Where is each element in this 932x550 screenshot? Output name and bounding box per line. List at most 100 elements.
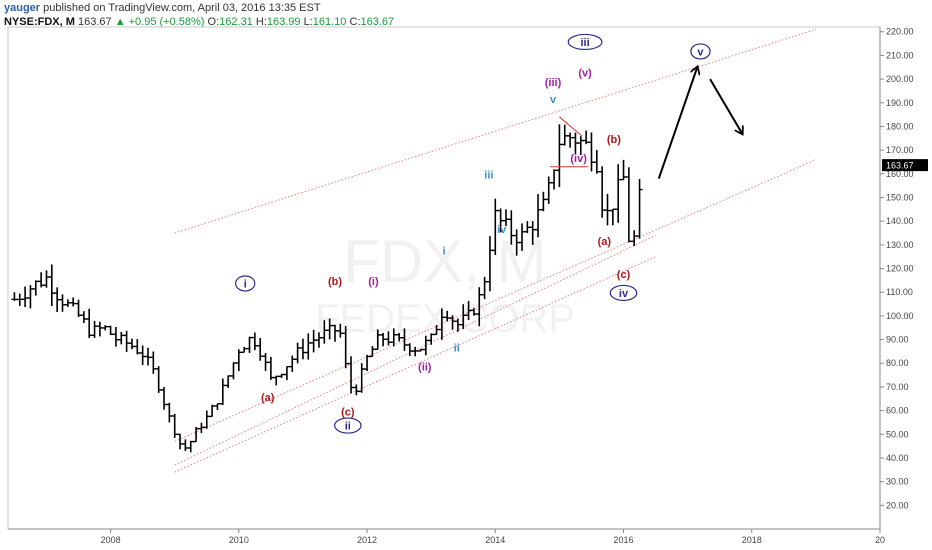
projection-arrow-1 xyxy=(657,67,697,179)
x-tick-label: 2016 xyxy=(614,535,634,545)
ohlc-bar xyxy=(123,330,130,352)
ohlc-bar xyxy=(417,348,424,352)
y-tick-label: 60.00 xyxy=(886,406,909,416)
ohlc-bar xyxy=(599,166,606,218)
wave-text: iv xyxy=(497,224,507,236)
ohlc-bar xyxy=(299,338,306,360)
ohlc-bar xyxy=(187,440,194,453)
ohlc-bar xyxy=(219,378,226,405)
x-tick-label: 2012 xyxy=(357,535,377,545)
header-line-2: NYSE:FDX, M 163.67 ▲ +0.95 (+0.58%) O:16… xyxy=(4,15,394,29)
wave-label: (c) xyxy=(341,406,355,418)
close-label: C: xyxy=(349,16,361,28)
wave-text: (i) xyxy=(368,276,379,288)
wave-text: (a) xyxy=(261,392,275,404)
ohlc-bar xyxy=(561,124,568,146)
ohlc-bar xyxy=(567,132,574,148)
ohlc-bar xyxy=(22,286,29,308)
ohlc-bar xyxy=(583,130,590,145)
ohlc-bar xyxy=(203,410,210,429)
ohlc-bar xyxy=(241,346,248,354)
ohlc-bar xyxy=(251,332,258,351)
close-value: 163.67 xyxy=(360,16,395,28)
low-value: 161.10 xyxy=(312,16,347,28)
ohlc-bar xyxy=(412,346,419,357)
ohlc-bar xyxy=(128,338,135,350)
ohlc-bar xyxy=(305,333,312,360)
watermark-company: FEDEX CORP xyxy=(315,297,575,341)
ohlc-bar xyxy=(198,422,205,434)
y-tick-label: 190.00 xyxy=(886,98,914,108)
channel-line-upper xyxy=(174,28,817,234)
y-tick-label: 70.00 xyxy=(886,382,909,392)
ohlc-bar xyxy=(32,280,39,296)
x-tick-label: 20 xyxy=(875,535,885,545)
wave-label: i xyxy=(442,245,445,257)
x-tick-label: 2010 xyxy=(229,535,249,545)
x-axis[interactable]: 2008 2010 2012 2014 2016 2018 20 xyxy=(8,528,885,545)
ohlc-bar xyxy=(112,327,119,347)
wave-label: (a) xyxy=(598,236,612,248)
ohlc-bar xyxy=(246,336,253,353)
high-value: 163.99 xyxy=(266,16,301,28)
support-line xyxy=(549,116,589,168)
ohlc-bar xyxy=(70,297,77,307)
ohlc-bar xyxy=(257,338,264,361)
ohlc-bar xyxy=(155,366,162,393)
wave-label: (iv) xyxy=(570,153,587,165)
ohlc-bar xyxy=(139,345,146,366)
ohlc-bar xyxy=(551,169,558,190)
ohlc-bar xyxy=(80,311,87,324)
price-tag-box xyxy=(882,159,928,172)
ohlc-bar xyxy=(134,338,141,355)
wave-text: (c) xyxy=(341,406,355,418)
y-tick-label: 210.00 xyxy=(886,50,914,60)
wave-label: iv xyxy=(609,284,638,302)
wave-text: (c) xyxy=(617,269,631,281)
wave-text: v xyxy=(697,46,704,58)
wave-label: i xyxy=(235,275,256,292)
y-tick-label: 170.00 xyxy=(886,145,914,155)
ohlc-bar xyxy=(572,132,579,154)
x-tick-label: 2014 xyxy=(485,535,505,545)
wave-text: i xyxy=(244,278,247,290)
last-price-tag: 163.67 xyxy=(882,159,928,172)
ohlc-bar xyxy=(102,325,109,331)
ohlc-bar xyxy=(177,433,184,450)
ohlc-bar xyxy=(96,321,103,337)
watermark: FDX, M FEDEX CORP xyxy=(315,228,575,341)
x-tick-label: 2008 xyxy=(101,535,121,545)
y-tick-label: 80.00 xyxy=(886,358,909,368)
y-tick-label: 100.00 xyxy=(886,311,914,321)
ohlc-bar xyxy=(54,287,61,313)
y-tick-label: 90.00 xyxy=(886,335,909,345)
wave-label: (c) xyxy=(617,269,631,281)
wave-text: (ii) xyxy=(418,361,432,373)
ohlc-bar xyxy=(588,132,595,172)
y-tick-label: 110.00 xyxy=(886,287,913,297)
ohlc-bar xyxy=(182,439,189,452)
wave-circle xyxy=(690,43,711,60)
last-price: 163.67 xyxy=(77,16,112,28)
ohlc-bar xyxy=(225,375,232,388)
ohlc-bar xyxy=(161,386,168,410)
price-change: ▲ +0.95 (+0.58%) xyxy=(114,16,205,28)
wave-circle xyxy=(334,417,362,434)
published-text: published on TradingView.com, April 03, … xyxy=(43,2,321,14)
ohlc-bar xyxy=(235,349,242,372)
author-name[interactable]: yauger xyxy=(4,2,41,14)
channel-line-middle xyxy=(174,159,817,442)
chart-header: yauger published on TradingView.com, Apr… xyxy=(4,1,394,29)
ohlc-bar xyxy=(625,167,632,243)
ohlc-bar xyxy=(615,164,622,223)
ohlc-bar xyxy=(64,299,71,307)
y-tick-label: 160.00 xyxy=(886,169,914,179)
resistance-line-segment xyxy=(559,116,583,137)
ohlc-bar xyxy=(262,353,269,372)
wave-text: ii xyxy=(345,421,351,433)
y-tick-label: 40.00 xyxy=(886,453,909,463)
wave-label: iii xyxy=(484,170,493,182)
watermark-symbol: FDX, M xyxy=(343,228,546,295)
y-axis[interactable]: 20.00 30.00 40.00 50.00 60.00 70.00 80.00 90.00… xyxy=(879,27,914,529)
